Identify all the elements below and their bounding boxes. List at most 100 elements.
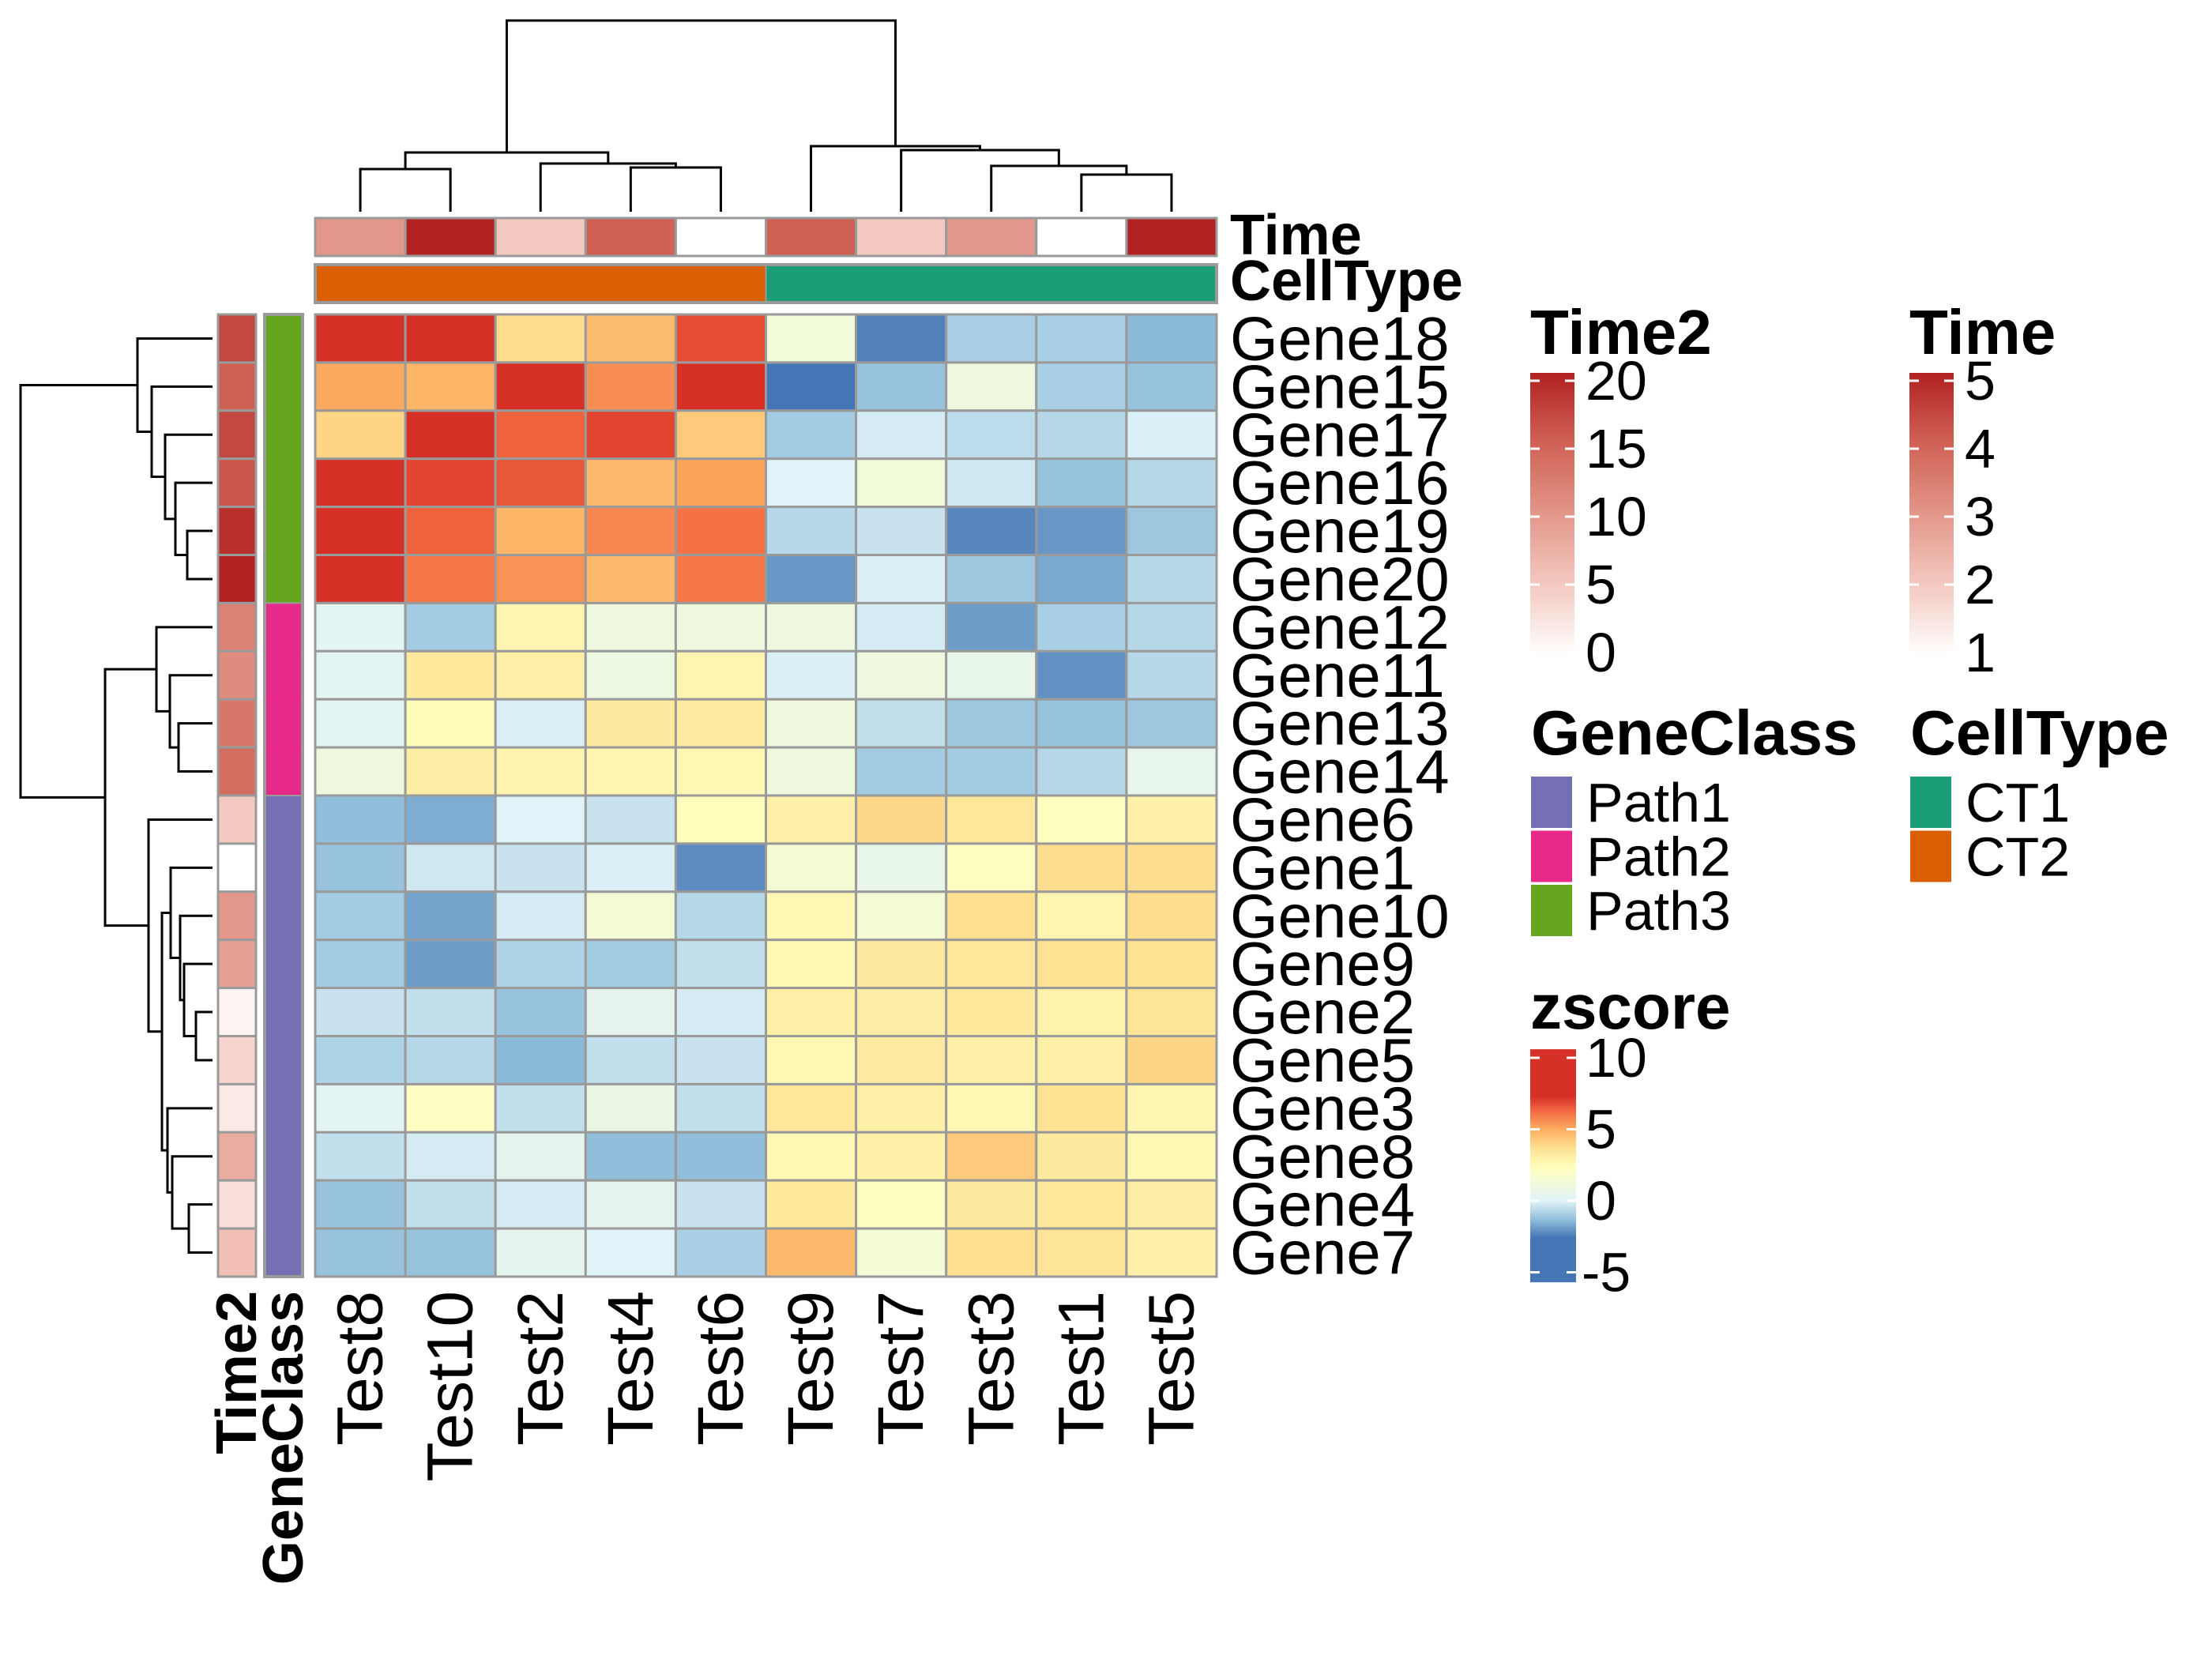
geneclass-annotation-cell (265, 1228, 303, 1277)
heatmap-cell (674, 939, 768, 990)
heatmap-cell (404, 890, 497, 942)
heatmap-cell (1035, 313, 1128, 364)
heatmap-cell (1035, 939, 1128, 990)
dendrogram-branch (810, 145, 981, 212)
heatmap-cell (674, 987, 768, 1037)
celltype-legend-title: CellType (1910, 698, 2169, 768)
heatmap-cell (765, 939, 858, 990)
time2-annotation-cell (216, 987, 258, 1037)
heatmap-cell (945, 842, 1038, 893)
heatmap-cell (855, 409, 948, 461)
time-tick-label: 1 (1965, 622, 1996, 683)
heatmap-cell (1035, 1179, 1128, 1230)
column-label: Test9 (775, 1291, 847, 1446)
heatmap-cell (1125, 987, 1218, 1037)
heatmap-cell (1125, 698, 1218, 749)
heatmap-cell (674, 649, 768, 701)
heatmap-cell (584, 1179, 677, 1230)
celltype-annotation-label: CellType (1230, 250, 1463, 313)
heatmap-cell (765, 890, 858, 942)
geneclass-annotation-cell (265, 1084, 303, 1133)
row-label: Gene13 (1230, 689, 1450, 758)
geneclass-legend-title: GeneClass (1531, 698, 1858, 768)
time2-annotation-cell (216, 842, 258, 893)
heatmap-cell (855, 601, 948, 653)
heatmap-cell (314, 794, 407, 845)
heatmap-cell (945, 794, 1038, 845)
row-label: Gene20 (1230, 544, 1450, 614)
heatmap-cell (674, 1130, 768, 1182)
heatmap-cell (945, 601, 1038, 653)
heatmap-cell (494, 890, 587, 942)
heatmap-cell (404, 506, 497, 556)
time2-annotation-cell (216, 601, 258, 653)
row-label: Gene8 (1230, 1122, 1415, 1191)
geneclass-legend-swatch (1531, 777, 1572, 828)
heatmap-cell (314, 939, 407, 990)
heatmap-cell (1035, 794, 1128, 845)
heatmap-cell (674, 1227, 768, 1278)
dendrogram-branch (629, 166, 722, 212)
heatmap-cell (765, 1227, 858, 1278)
celltype-legend-label: CT1 (1966, 772, 2070, 833)
time2-annotation-cell (216, 1082, 258, 1134)
heatmap-cell (1125, 1082, 1218, 1134)
heatmap-cell (404, 794, 497, 845)
column-label: Test5 (1135, 1291, 1207, 1446)
heatmap-cell (404, 313, 497, 364)
heatmap-cell (855, 506, 948, 556)
column-label: Test10 (415, 1291, 487, 1482)
dendrogram-branch (155, 626, 213, 713)
heatmap-cell (1035, 1082, 1128, 1134)
heatmap-cell (314, 506, 407, 556)
heatmap-cell (674, 457, 768, 509)
heatmap-cell (404, 698, 497, 749)
dendrogram-branch (186, 529, 213, 581)
heatmap-cell (674, 698, 768, 749)
time2-tick-label: 15 (1586, 418, 1647, 480)
time2-legend-title: Time2 (1530, 297, 1712, 367)
heatmap-cell (584, 457, 677, 509)
heatmap-cell (1035, 601, 1128, 653)
geneclass-annotation-cell (265, 362, 303, 412)
time-tick-label: 5 (1965, 350, 1996, 412)
time2-annotation-cell (216, 1179, 258, 1230)
row-label: Gene11 (1230, 641, 1445, 710)
geneclass-legend-label: Path2 (1586, 826, 1731, 888)
heatmap-cell (674, 601, 768, 653)
heatmap-cell (765, 457, 858, 509)
celltype-legend-label: CT2 (1966, 826, 2070, 888)
celltype-annotation-cell (1126, 265, 1217, 303)
heatmap-cell (404, 601, 497, 653)
celltype-annotation-cell (585, 265, 676, 303)
heatmap-cell (765, 601, 858, 653)
heatmap-cell (765, 794, 858, 845)
geneclass-annotation-cell (265, 939, 303, 989)
heatmap-cell (404, 1035, 497, 1085)
time-colorbar (1909, 373, 1954, 656)
column-label: Test3 (955, 1291, 1027, 1446)
heatmap-cell (494, 409, 587, 461)
heatmap-cell (1125, 313, 1218, 364)
heatmap-cell (494, 554, 587, 604)
heatmap-cell (1125, 890, 1218, 942)
geneclass-annotation-cell (265, 603, 303, 652)
heatmap-cell (945, 1035, 1038, 1085)
time2-annotation-cell (216, 457, 258, 509)
heatmap-cell (314, 842, 407, 893)
time-annotation-cell (1035, 216, 1128, 258)
heatmap-cell (494, 506, 587, 556)
heatmap-cell (1035, 554, 1128, 604)
heatmap-cell (584, 746, 677, 797)
heatmap-cell (314, 1179, 407, 1230)
heatmap-cell (404, 409, 497, 461)
dendrogram-branch (19, 383, 137, 799)
time2-annotation-cell (216, 409, 258, 461)
heatmap-cell (404, 1130, 497, 1182)
geneclass-legend-swatch (1531, 885, 1572, 936)
geneclass-legend-label: Path1 (1586, 772, 1731, 833)
heatmap-cell (1035, 698, 1128, 749)
geneclass-annotation-cell (265, 1036, 303, 1085)
heatmap-cell (494, 1082, 587, 1134)
dendrogram-branch (182, 962, 213, 1037)
